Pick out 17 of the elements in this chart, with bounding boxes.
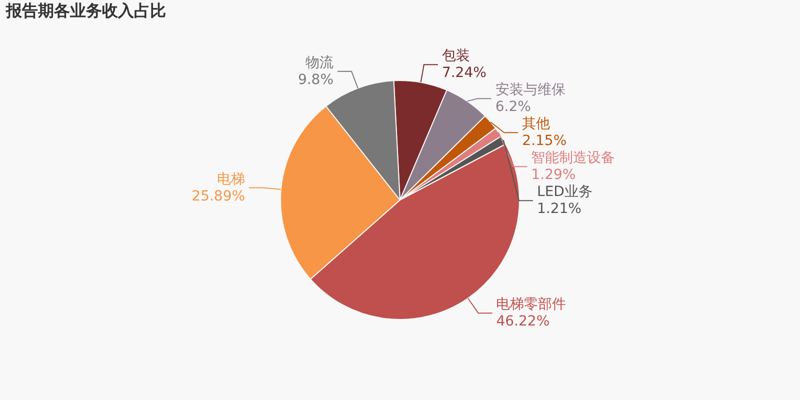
slice-label: 物流 [306, 54, 334, 71]
data-label: 2.15% [522, 133, 567, 150]
slice-label: 智能制造设备 [531, 150, 616, 166]
chart-title: 报告期各业务收入占比 [5, 1, 166, 20]
data-label: 1.21% [537, 201, 582, 218]
data-label: 7.24% [442, 65, 486, 82]
data-label: 46.22% [496, 314, 550, 330]
data-label: 25.89% [192, 188, 246, 204]
data-label: 9.8% [298, 72, 334, 88]
slice-label: LED业务 [537, 184, 592, 200]
slice-label: 电梯零部件 [496, 296, 566, 313]
slice-label: 电梯 [217, 171, 246, 188]
slice-label: 其他 [522, 116, 550, 132]
slice-label: 安装与维保 [495, 82, 566, 98]
slice-label: 包装 [442, 48, 470, 64]
data-label: 6.2% [495, 99, 531, 116]
data-label: 1.29% [531, 167, 576, 184]
